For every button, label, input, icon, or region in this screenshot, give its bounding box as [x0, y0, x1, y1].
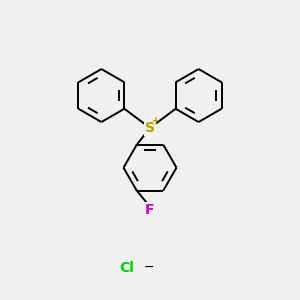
Text: Cl: Cl [119, 261, 134, 275]
Text: S: S [145, 121, 155, 135]
Text: −: − [143, 261, 154, 274]
Text: +: + [152, 116, 160, 126]
Text: F: F [145, 203, 155, 218]
